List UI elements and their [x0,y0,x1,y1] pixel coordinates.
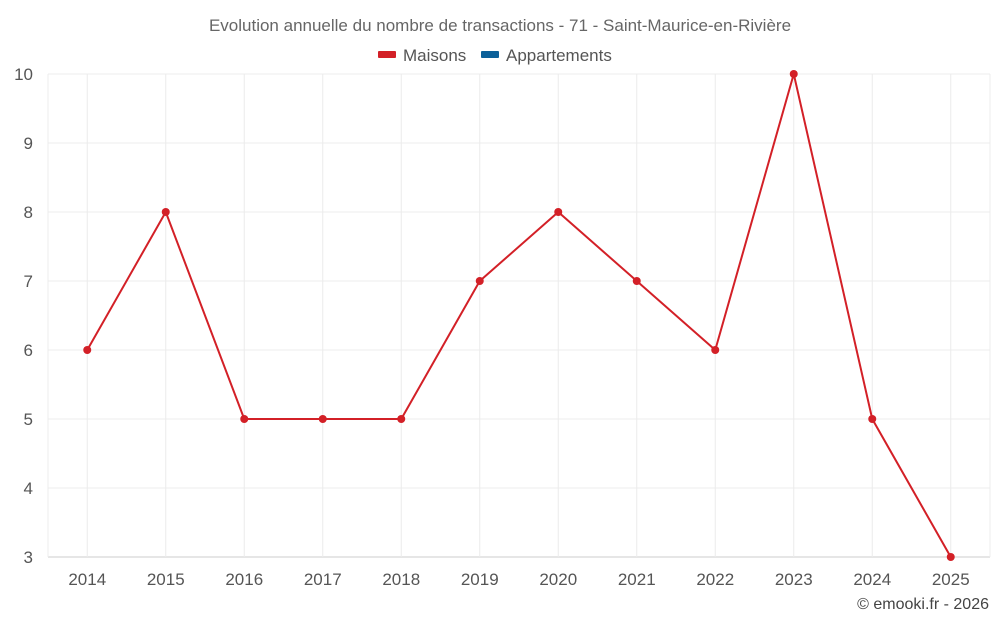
y-tick-label: 10 [14,65,33,84]
legend-swatch-appartements [481,51,499,58]
x-tick-label: 2015 [147,570,185,589]
y-tick-label: 5 [24,410,33,429]
x-tick-label: 2014 [68,570,106,589]
data-point-maisons-2016[interactable] [240,415,249,423]
x-tick-label: 2021 [618,570,656,589]
data-point-maisons-2025[interactable] [946,553,955,561]
x-tick-label: 2019 [461,570,499,589]
y-tick-label: 8 [24,203,33,222]
x-tick-label: 2022 [696,570,734,589]
y-tick-label: 7 [24,272,33,291]
data-point-maisons-2022[interactable] [711,346,720,354]
y-axis: 3 4 5 6 7 8 9 10 [14,65,33,567]
x-tick-label: 2017 [304,570,342,589]
legend-item-appartements[interactable]: Appartements [481,46,612,65]
x-tick-label: 2020 [539,570,577,589]
credit-text: © emooki.fr - 2026 [857,596,989,613]
data-point-maisons-2019[interactable] [475,277,484,285]
x-axis: 2014 2015 2016 2017 2018 2019 2020 2021 2022 2023… [68,570,969,589]
y-tick-label: 4 [24,479,33,498]
data-point-maisons-2021[interactable] [632,277,641,285]
legend: Maisons Appartements [378,46,612,65]
legend-label-maisons: Maisons [403,46,466,65]
data-point-maisons-2015[interactable] [161,208,170,216]
grid [47,73,991,558]
data-point-maisons-2017[interactable] [318,415,327,423]
x-tick-label: 2023 [775,570,813,589]
series-line-maisons [86,73,952,558]
data-point-maisons-2014[interactable] [83,346,92,354]
x-tick-label: 2025 [932,570,970,589]
legend-item-maisons[interactable]: Maisons [378,46,466,65]
legend-swatch-maisons [378,51,396,58]
y-tick-label: 9 [24,134,33,153]
x-tick-label: 2024 [853,570,891,589]
series-points [83,70,955,561]
x-tick-label: 2018 [382,570,420,589]
data-point-maisons-2024[interactable] [868,415,877,423]
data-point-maisons-2018[interactable] [397,415,406,423]
chart-title: Evolution annuelle du nombre de transact… [209,16,791,35]
y-tick-label: 3 [24,548,33,567]
x-tick-label: 2016 [225,570,263,589]
data-point-maisons-2020[interactable] [554,208,563,216]
y-tick-label: 6 [24,341,33,360]
data-point-maisons-2023[interactable] [789,70,798,78]
series-lines [86,73,952,558]
legend-label-appartements: Appartements [506,46,612,65]
